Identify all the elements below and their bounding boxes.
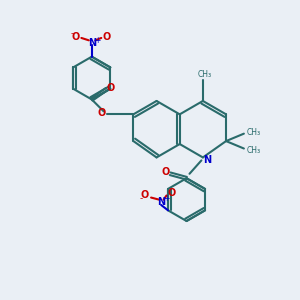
Text: O: O: [162, 167, 170, 177]
Text: CH₃: CH₃: [197, 70, 212, 79]
Text: N: N: [157, 197, 165, 207]
Text: O: O: [168, 188, 176, 198]
Text: +: +: [163, 194, 169, 203]
Text: -: -: [70, 29, 74, 38]
Text: O: O: [72, 32, 80, 42]
Text: -: -: [140, 194, 143, 203]
Text: O: O: [141, 190, 149, 200]
Text: O: O: [97, 108, 105, 118]
Text: N: N: [88, 38, 97, 48]
Text: CH₃: CH₃: [246, 128, 260, 137]
Text: O: O: [103, 32, 111, 42]
Text: O: O: [106, 82, 115, 93]
Text: CH₃: CH₃: [246, 146, 260, 154]
Text: N: N: [203, 154, 211, 164]
Text: +: +: [94, 36, 100, 45]
